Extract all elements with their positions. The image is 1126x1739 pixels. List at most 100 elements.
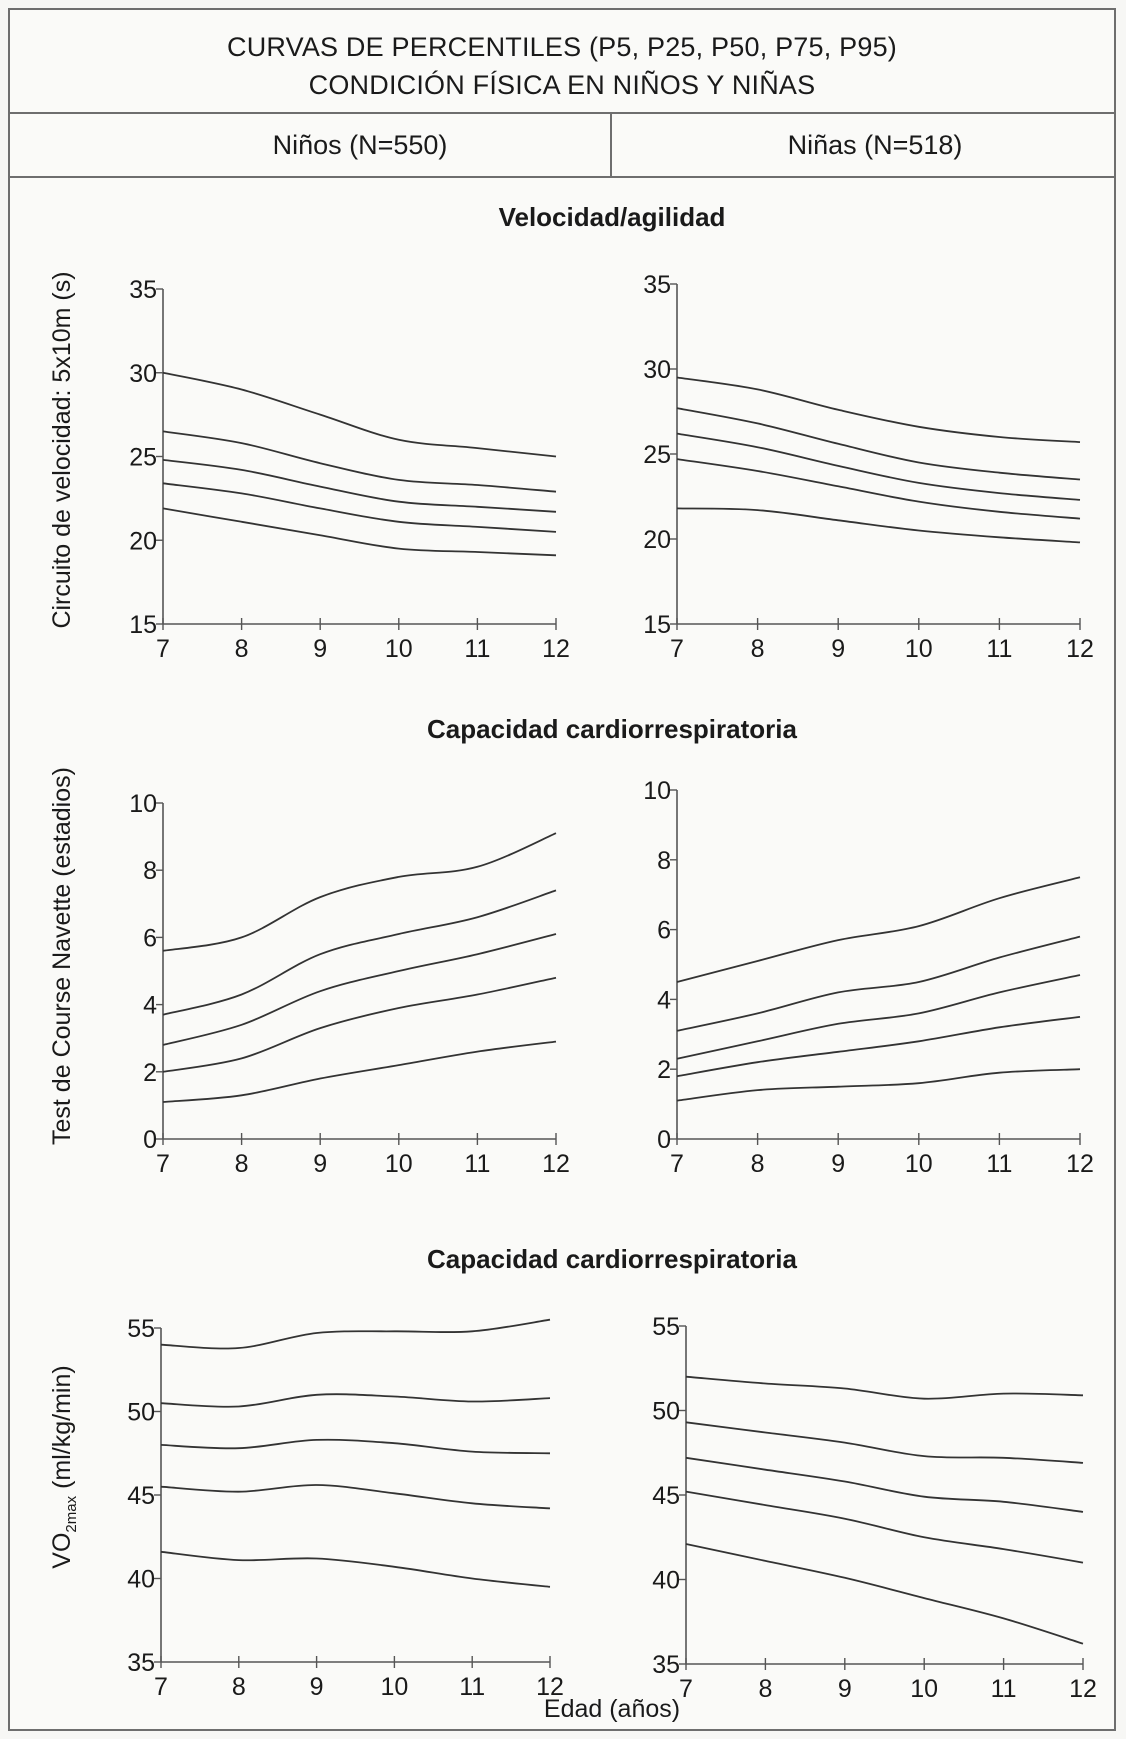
y-tick-label: 8 <box>143 857 157 885</box>
percentile-curve <box>676 458 1081 520</box>
x-tick-label: 11 <box>464 1150 490 1178</box>
y-tick-label: 55 <box>127 1315 155 1343</box>
percentile-curve <box>160 1393 551 1408</box>
y-tick-label: 30 <box>129 360 157 388</box>
header-divider-bottom <box>10 176 1114 178</box>
y-tick-label: 45 <box>127 1482 155 1510</box>
y-axis-label: Circuito de velocidad: 5x10m (s) <box>48 271 76 628</box>
percentile-curve <box>685 1456 1084 1513</box>
percentile-curve <box>685 1543 1084 1645</box>
y-tick-label: 45 <box>652 1482 680 1510</box>
x-tick-label: 11 <box>986 1150 1012 1178</box>
column-divider <box>610 112 612 176</box>
x-tick-label: 7 <box>154 1673 168 1701</box>
y-tick-label: 50 <box>127 1399 155 1427</box>
x-tick-label: 9 <box>838 1675 852 1703</box>
y-tick-label: 30 <box>643 356 671 384</box>
y-tick-label: 10 <box>643 777 671 805</box>
x-tick-label: 8 <box>232 1673 246 1701</box>
x-tick-label: 12 <box>1066 1150 1094 1178</box>
percentile-curve <box>676 1068 1081 1102</box>
x-tick-label: 7 <box>670 635 684 663</box>
y-tick-label: 15 <box>643 611 671 639</box>
percentile-curve <box>162 482 557 533</box>
percentile-curve <box>685 1490 1084 1564</box>
y-tick-label: 6 <box>657 917 671 945</box>
percentile-curve <box>160 1438 551 1455</box>
percentile-curve <box>162 889 557 1016</box>
percentile-curve <box>676 876 1081 983</box>
percentile-curve <box>676 974 1081 1060</box>
percentile-curve <box>676 1016 1081 1078</box>
x-tick-label: 11 <box>464 635 490 663</box>
y-tick-label: 0 <box>657 1126 671 1154</box>
y-axis-label: Test de Course Navette (estadios) <box>48 767 76 1145</box>
percentile-curve <box>685 1375 1084 1400</box>
x-tick-label: 10 <box>385 635 413 663</box>
percentile-curve <box>162 430 557 493</box>
y-tick-label: 6 <box>143 924 157 952</box>
x-tick-label: 9 <box>831 635 845 663</box>
x-tick-label: 9 <box>831 1150 845 1178</box>
figure-frame: CURVAS DE PERCENTILES (P5, P25, P50, P75… <box>8 8 1116 1731</box>
column-header-girls: Niñas (N=518) <box>787 130 963 160</box>
y-tick-label: 35 <box>129 276 157 304</box>
x-tick-label: 7 <box>679 1675 693 1703</box>
x-tick-label: 12 <box>542 1150 570 1178</box>
y-tick-label: 4 <box>657 986 671 1014</box>
percentile-curve <box>685 1421 1084 1464</box>
x-tick-label: 8 <box>758 1675 772 1703</box>
x-tick-label: 11 <box>991 1675 1017 1703</box>
y-tick-label: 50 <box>652 1398 680 1426</box>
y-tick-label: 25 <box>129 444 157 472</box>
x-tick-label: 12 <box>542 635 570 663</box>
x-tick-label: 12 <box>536 1673 564 1701</box>
y-tick-label: 20 <box>129 527 157 555</box>
y-tick-label: 2 <box>657 1056 671 1084</box>
percentile-curve <box>162 832 557 952</box>
x-tick-label: 12 <box>1066 635 1094 663</box>
y-tick-label: 35 <box>127 1649 155 1677</box>
y-tick-label: 15 <box>129 611 157 639</box>
y-tick-label: 10 <box>129 790 157 818</box>
percentile-curve <box>676 432 1081 501</box>
x-tick-label: 7 <box>670 1150 684 1178</box>
percentile-curve <box>676 407 1081 481</box>
y-tick-label: 40 <box>127 1566 155 1594</box>
percentile-curve <box>160 1318 551 1350</box>
section-title: Velocidad/agilidad <box>499 202 726 232</box>
x-tick-label: 12 <box>1069 1675 1097 1703</box>
x-tick-label: 9 <box>310 1673 324 1701</box>
x-tick-label: 9 <box>313 1150 327 1178</box>
x-tick-label: 10 <box>385 1150 413 1178</box>
y-tick-label: 2 <box>143 1059 157 1087</box>
title-line-1: CURVAS DE PERCENTILES (P5, P25, P50, P75… <box>227 32 897 62</box>
x-tick-label: 8 <box>235 1150 249 1178</box>
percentile-curve <box>162 1040 557 1103</box>
title-line-2: CONDICIÓN FÍSICA EN NIÑOS Y NIÑAS <box>308 70 816 100</box>
percentile-curve <box>676 507 1081 544</box>
header-divider-top <box>10 112 1114 114</box>
y-axis-label: VO2max (ml/kg/min) <box>48 1365 80 1568</box>
y-tick-label: 40 <box>652 1567 680 1595</box>
x-tick-label: 11 <box>459 1673 485 1701</box>
x-tick-label: 10 <box>905 1150 933 1178</box>
x-tick-label: 10 <box>910 1675 938 1703</box>
y-tick-label: 4 <box>143 992 157 1020</box>
y-tick-label: 35 <box>652 1651 680 1679</box>
x-tick-label: 10 <box>380 1673 408 1701</box>
x-axis-label: Edad (años) <box>544 1695 680 1723</box>
y-tick-label: 35 <box>643 271 671 299</box>
x-tick-label: 9 <box>313 635 327 663</box>
percentile-curve <box>162 976 557 1073</box>
x-tick-label: 8 <box>751 635 765 663</box>
y-tick-label: 8 <box>657 847 671 875</box>
y-tick-label: 55 <box>652 1313 680 1341</box>
section-title: Capacidad cardiorrespiratoria <box>427 714 797 744</box>
percentile-curve <box>160 1550 551 1588</box>
percentile-curve <box>160 1484 551 1510</box>
x-tick-label: 7 <box>156 635 170 663</box>
y-tick-label: 20 <box>643 526 671 554</box>
